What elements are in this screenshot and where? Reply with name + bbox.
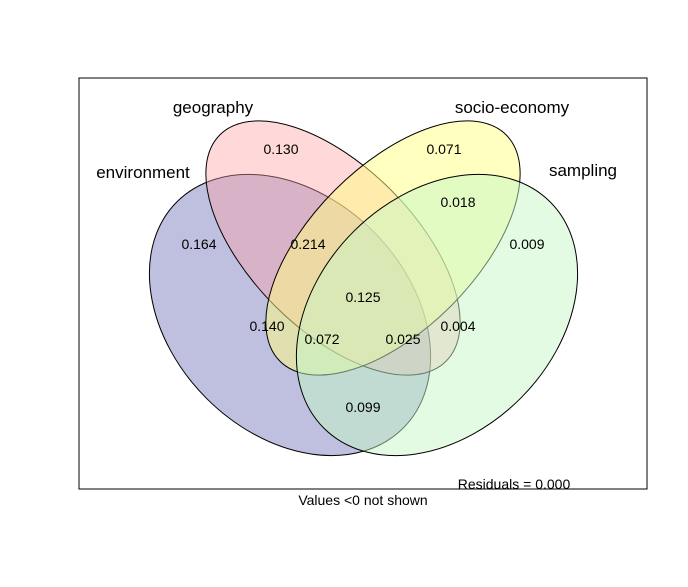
region-value: 0.140 bbox=[249, 318, 284, 334]
residuals-note: Residuals = 0.000 bbox=[458, 476, 571, 492]
region-value: 0.071 bbox=[426, 141, 461, 157]
region-value: 0.099 bbox=[345, 399, 380, 415]
region-value: 0.125 bbox=[345, 289, 380, 305]
set-label-environment: environment bbox=[96, 163, 190, 182]
region-value: 0.018 bbox=[440, 194, 475, 210]
region-value: 0.025 bbox=[385, 331, 420, 347]
plot-frame bbox=[78, 77, 648, 490]
region-value: 0.004 bbox=[440, 318, 475, 334]
set-label-socio-economy: socio-economy bbox=[455, 98, 570, 117]
ellipse-sampling bbox=[295, 173, 579, 457]
region-value: 0.009 bbox=[509, 236, 544, 252]
set-label-sampling: sampling bbox=[549, 161, 617, 180]
region-value: 0.130 bbox=[263, 141, 298, 157]
region-value: 0.072 bbox=[304, 331, 339, 347]
footnote: Values <0 not shown bbox=[298, 492, 427, 508]
region-value: 0.214 bbox=[290, 236, 325, 252]
set-label-geography: geography bbox=[173, 98, 254, 117]
region-value: 0.164 bbox=[181, 236, 216, 252]
